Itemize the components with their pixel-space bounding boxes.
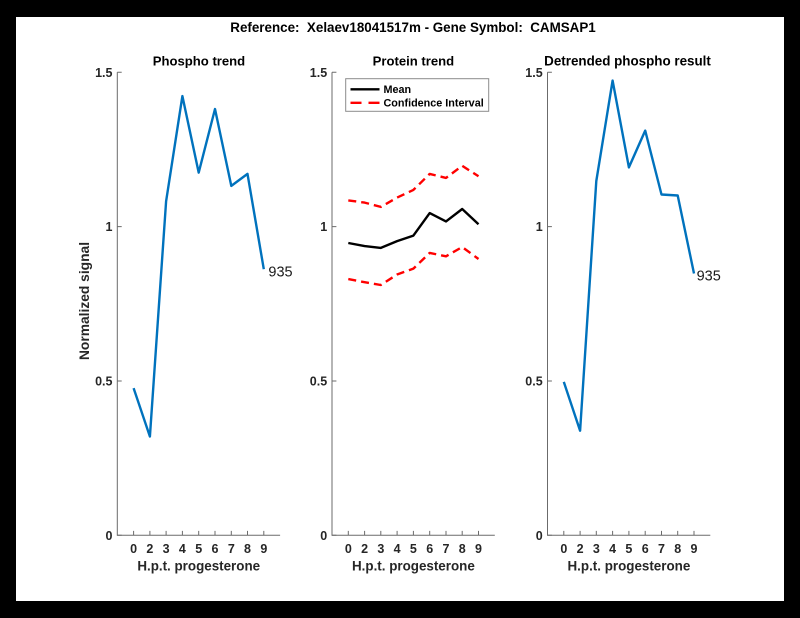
svg-text:0: 0: [560, 542, 567, 556]
svg-text:1.5: 1.5: [310, 66, 327, 80]
svg-text:0: 0: [106, 529, 113, 543]
svg-text:Detrended phospho result: Detrended phospho result: [544, 54, 711, 69]
svg-text:7: 7: [658, 542, 665, 556]
svg-text:8: 8: [244, 542, 251, 556]
svg-text:1: 1: [106, 220, 113, 234]
svg-text:9: 9: [475, 542, 482, 556]
svg-text:1: 1: [536, 220, 543, 234]
svg-text:8: 8: [674, 542, 681, 556]
svg-text:0: 0: [536, 529, 543, 543]
svg-text:Normalized signal: Normalized signal: [77, 242, 92, 360]
svg-text:2: 2: [361, 542, 368, 556]
svg-text:1.5: 1.5: [95, 66, 112, 80]
svg-text:0: 0: [320, 529, 327, 543]
svg-text:5: 5: [195, 542, 202, 556]
svg-text:0: 0: [130, 542, 137, 556]
svg-text:935: 935: [697, 269, 721, 285]
svg-text:2: 2: [146, 542, 153, 556]
svg-text:4: 4: [179, 542, 186, 556]
svg-text:8: 8: [459, 542, 466, 556]
svg-text:7: 7: [228, 542, 235, 556]
svg-text:Reference: Xelaev18041517m -: Reference: Xelaev18041517m - Gene Symbol…: [230, 20, 596, 35]
svg-text:6: 6: [212, 542, 219, 556]
svg-text:9: 9: [691, 542, 698, 556]
svg-text:Confidence Interval: Confidence Interval: [384, 98, 484, 110]
svg-text:0.5: 0.5: [310, 375, 327, 389]
svg-text:7: 7: [443, 542, 450, 556]
svg-text:2: 2: [577, 542, 584, 556]
svg-text:4: 4: [394, 542, 401, 556]
svg-text:9: 9: [260, 542, 267, 556]
svg-text:Protein trend: Protein trend: [373, 54, 454, 69]
svg-text:0.5: 0.5: [525, 375, 542, 389]
svg-text:H.p.t. progesterone: H.p.t. progesterone: [352, 558, 475, 573]
svg-text:4: 4: [609, 542, 616, 556]
svg-text:3: 3: [593, 542, 600, 556]
svg-text:H.p.t. progesterone: H.p.t. progesterone: [137, 558, 260, 573]
svg-text:1: 1: [320, 220, 327, 234]
svg-text:6: 6: [426, 542, 433, 556]
svg-text:5: 5: [625, 542, 632, 556]
svg-text:0: 0: [345, 542, 352, 556]
svg-text:Mean: Mean: [384, 84, 412, 96]
svg-text:H.p.t. progesterone: H.p.t. progesterone: [568, 558, 691, 573]
svg-text:0.5: 0.5: [95, 375, 112, 389]
svg-text:3: 3: [377, 542, 384, 556]
svg-text:5: 5: [410, 542, 417, 556]
svg-text:3: 3: [163, 542, 170, 556]
svg-text:6: 6: [642, 542, 649, 556]
svg-text:935: 935: [268, 264, 292, 280]
svg-text:1.5: 1.5: [525, 66, 542, 80]
svg-text:Phospho trend: Phospho trend: [153, 54, 245, 69]
